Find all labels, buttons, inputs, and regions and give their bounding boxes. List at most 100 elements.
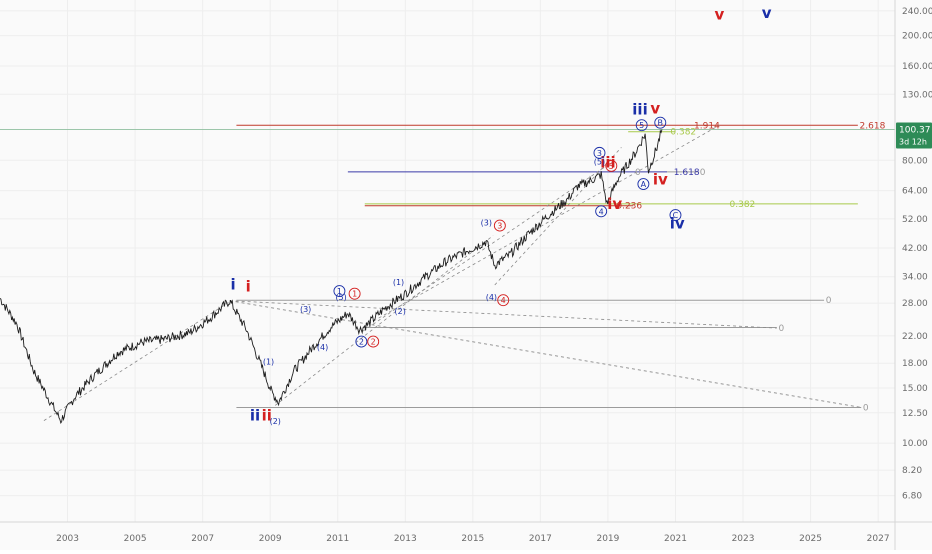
- x-tick-label: 2027: [867, 534, 890, 544]
- circled-wave-label: 1: [337, 287, 342, 296]
- price-axis: 240.00 200.00 160.00 130.00 80.00 64.00 52.00 4…: [894, 0, 932, 550]
- wave-circle: [669, 209, 682, 221]
- wave-label: ii: [250, 407, 260, 425]
- wave-label: iv: [607, 195, 622, 213]
- minor-wave-label: (2): [395, 307, 406, 316]
- wave-label: v: [762, 4, 772, 22]
- y-tick-label: 28.00: [902, 299, 928, 309]
- wave-circle: [593, 146, 606, 159]
- x-tick-label: 2007: [191, 534, 214, 544]
- y-tick-label: 6.80: [902, 492, 922, 502]
- minor-wave-label: (5): [594, 158, 605, 167]
- price-series: [0, 129, 663, 424]
- circled-wave-label: 2: [371, 338, 376, 347]
- circled-wave-label: 2: [359, 338, 364, 347]
- wave-label: i: [246, 277, 251, 295]
- last-price-label: 100.37: [899, 125, 931, 135]
- x-tick-label: 2009: [259, 534, 282, 544]
- minor-wave-label: (1): [393, 278, 404, 287]
- circled-wave-label: 3: [497, 222, 502, 231]
- y-tick-label: 64.00: [902, 187, 928, 197]
- trend-line: [275, 235, 494, 406]
- time-axis: 2003 2005 2007 2009 2011 2013 2015 2017 2019 2021…: [0, 521, 932, 544]
- wave-circle: [635, 119, 648, 132]
- wave-circle: [497, 294, 510, 307]
- circled-wave-label: 4: [599, 207, 604, 216]
- minor-wave-label: (4): [317, 343, 328, 352]
- y-tick-label: 240.00: [902, 7, 932, 17]
- trend-lines: [43, 124, 862, 421]
- fib-label: 1.914: [694, 121, 720, 131]
- y-tick-label: 200.00: [902, 32, 932, 42]
- y-tick-label: 8.20: [902, 466, 922, 476]
- circled-wave-label: 5: [639, 121, 644, 130]
- y-tick-label: 42.00: [902, 244, 928, 254]
- y-tick-label: 160.00: [902, 62, 932, 72]
- y-tick-label: 22.00: [902, 332, 928, 342]
- x-tick-label: 2013: [394, 534, 417, 544]
- trend-line: [43, 301, 230, 421]
- x-tick-label: 2021: [664, 534, 687, 544]
- x-tick-label: 2015: [461, 534, 484, 544]
- y-tick-label: 18.00: [902, 359, 928, 369]
- fib-label: 0.382: [730, 200, 756, 210]
- y-tick-label: 130.00: [902, 90, 932, 100]
- last-price-badge: [896, 122, 932, 149]
- circled-wave-label: 5: [609, 162, 614, 171]
- minor-wave-label: (4): [486, 293, 497, 302]
- x-tick-label: 2003: [56, 534, 79, 544]
- minor-wave-label: (3): [300, 305, 311, 314]
- grid: [0, 0, 895, 522]
- trend-line: [229, 300, 862, 408]
- wave-label: iii: [600, 153, 615, 171]
- wave-circle: [333, 285, 346, 297]
- wave-circle: [348, 287, 361, 300]
- wave-circle: [493, 219, 506, 232]
- x-tick-label: 2011: [326, 534, 349, 544]
- wave-circle: [355, 335, 368, 348]
- wave-circle: [654, 116, 667, 129]
- fib-label: 0: [863, 403, 869, 413]
- price-line: [0, 129, 663, 424]
- x-tick-label: 2005: [124, 534, 147, 544]
- wave-circle: [637, 178, 650, 190]
- wave-label: iv: [670, 214, 685, 232]
- wave-circle: [605, 159, 618, 172]
- fib-label: 0: [778, 324, 784, 334]
- circled-wave-label: 1: [352, 290, 357, 299]
- x-tick-label: 2017: [529, 534, 552, 544]
- fib-label: 2.618: [860, 121, 886, 131]
- y-tick-label: 80.00: [902, 156, 928, 166]
- fib-label: 0: [635, 168, 641, 178]
- y-tick-label: 34.00: [902, 273, 928, 283]
- wave-label: v: [714, 6, 724, 24]
- x-tick-label: 2023: [732, 534, 755, 544]
- x-tick-label: 2019: [596, 534, 619, 544]
- minor-wave-label: (1): [263, 358, 274, 367]
- wave-label: ii: [262, 407, 272, 425]
- wave-label: iv: [653, 170, 668, 188]
- circled-wave-label: 4: [501, 296, 506, 305]
- fib-label: 0.382: [670, 128, 696, 138]
- circled-wave-label: 3: [597, 149, 602, 158]
- countdown-label: 3d 12h: [899, 137, 927, 146]
- trend-line: [494, 147, 622, 286]
- circled-wave-label: B: [658, 119, 664, 128]
- fib-label: 0: [700, 168, 706, 178]
- fib-levels: [236, 124, 862, 408]
- wave-label: iii: [632, 101, 647, 119]
- wave-circle: [595, 205, 608, 218]
- minor-wave-label: (5): [335, 293, 346, 302]
- fib-label: 1.618: [674, 168, 700, 178]
- trend-line: [229, 300, 777, 329]
- y-tick-label: 15.00: [902, 384, 928, 394]
- y-tick-label: 52.00: [902, 215, 928, 225]
- y-tick-label: 10.00: [902, 439, 928, 449]
- wave-label: v: [650, 99, 660, 117]
- wave-label: i: [230, 275, 235, 293]
- circled-wave-label: A: [641, 180, 647, 189]
- fib-label: 0: [826, 296, 832, 306]
